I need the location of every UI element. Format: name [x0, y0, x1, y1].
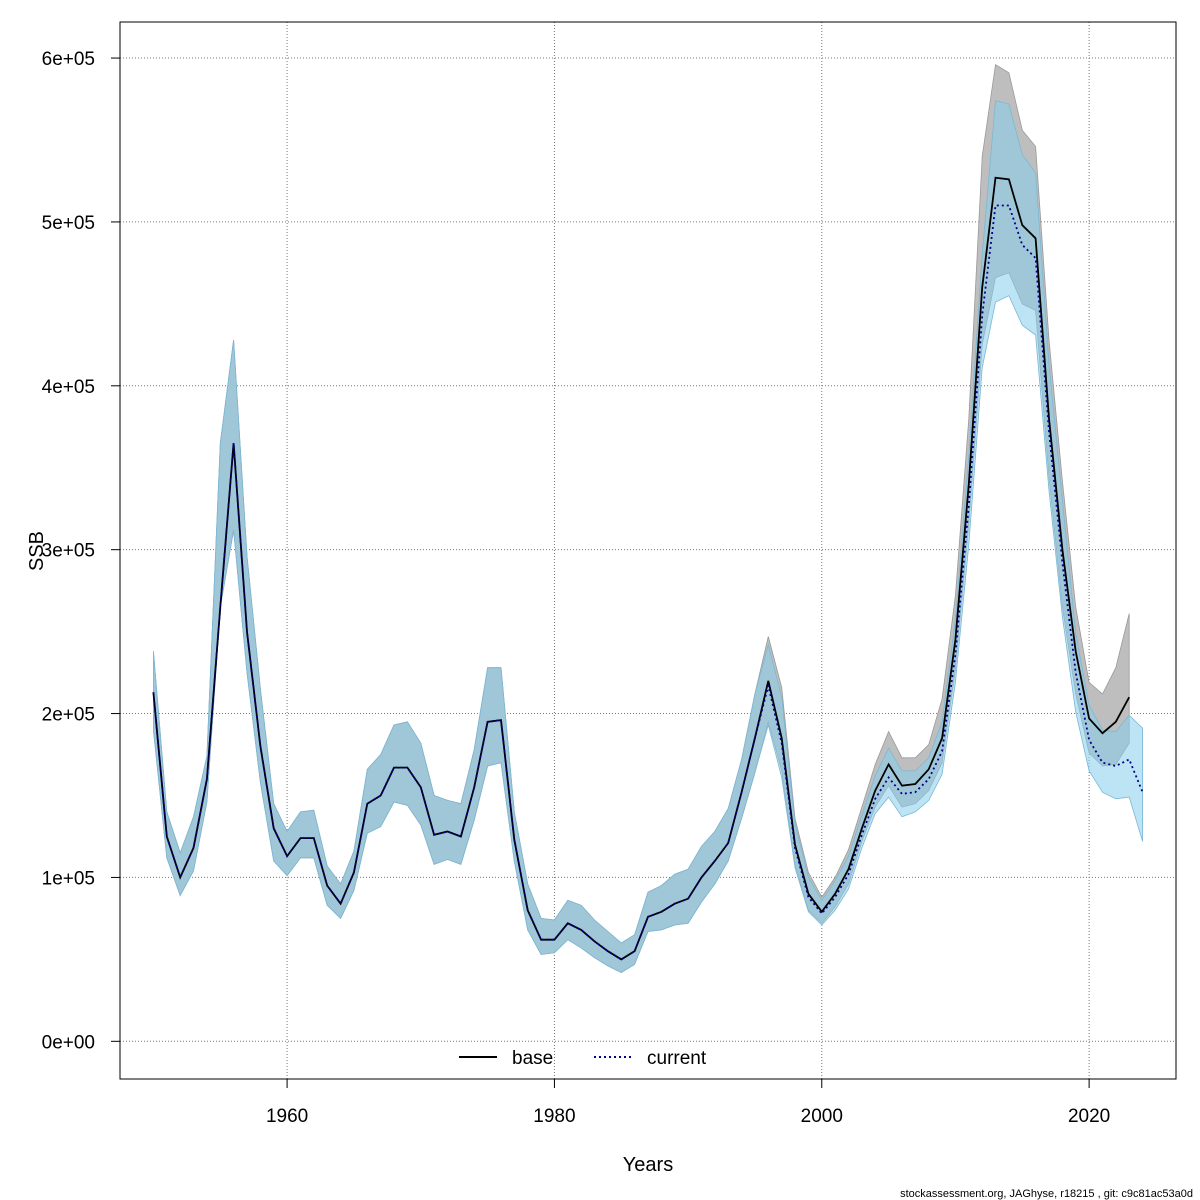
y-tick-label-0e+00: 0e+00: [42, 1032, 95, 1053]
y-tick-label-5e+05: 5e+05: [42, 213, 95, 234]
y-axis: 0e+00 1e+05 2e+05 3e+05 4e+05 5e+05 6e+05: [42, 49, 120, 1053]
legend-current-label: current: [647, 1048, 707, 1069]
series-lines: [152, 176, 1144, 961]
y-tick-label-6e+05: 6e+05: [42, 49, 95, 70]
current-series-line: [152, 204, 1144, 961]
x-axis-title: Years: [623, 1154, 673, 1176]
y-tick-label-3e+05: 3e+05: [42, 541, 95, 562]
x-tick-label-2020: 2020: [1068, 1106, 1110, 1127]
x-axis: 1960 1980 2000 2020: [266, 1079, 1110, 1127]
confidence-bands: [153, 63, 1143, 973]
x-tick-label-1980: 1980: [533, 1106, 575, 1127]
y-tick-label-2e+05: 2e+05: [42, 705, 95, 726]
x-tick-label-2000: 2000: [801, 1106, 843, 1127]
legend: base current: [459, 1048, 707, 1069]
y-axis-title: SSB: [26, 531, 48, 571]
current-confidence-band: [153, 100, 1143, 973]
legend-base-label: base: [512, 1048, 553, 1069]
y-tick-label-1e+05: 1e+05: [42, 868, 95, 889]
x-tick-label-1960: 1960: [266, 1106, 308, 1127]
plot-frame: [119, 21, 1177, 1080]
grid-lines: [120, 22, 1176, 1079]
base-series-line: [152, 176, 1130, 961]
y-tick-label-4e+05: 4e+05: [42, 377, 95, 398]
credit-text: stockassessment.org, JAGhyse, r18215 , g…: [900, 1188, 1193, 1200]
